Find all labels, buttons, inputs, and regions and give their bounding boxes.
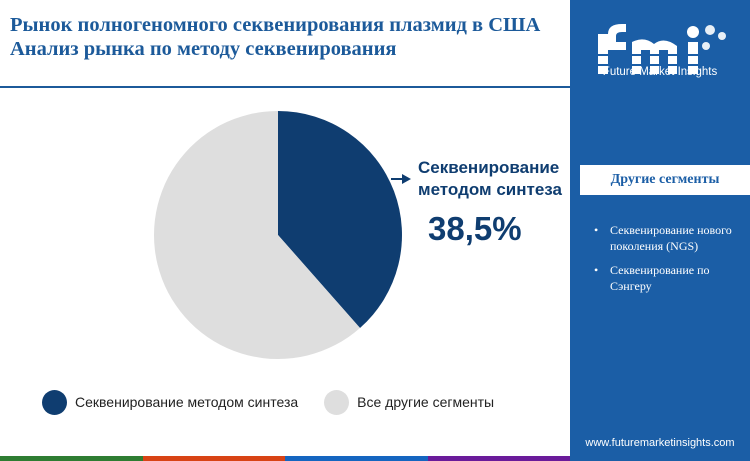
bottom-bar-orange [142,456,285,461]
legend-item-synthesis: Секвенирование методом синтеза [42,389,299,415]
segment-item-ngs: Секвенирование нового поколения (NGS) [592,222,748,254]
logo-caption: Future Market Insights [602,66,718,78]
other-segments-header: Другие сегменты [580,165,750,195]
bottom-color-bar [0,456,570,461]
pie-chart [153,110,411,359]
brand-panel: Future Market Insights Другие сегменты С… [570,0,750,461]
callout-arrow-head [402,174,411,184]
fmi-logo [598,24,726,74]
pie-slice-synthesis [278,111,402,329]
title-line-1: Рынок полногеномного секвенирования плаз… [10,14,541,36]
main-panel: Рынок полногеномного секвенирования плаз… [0,13,570,461]
other-segments-title: Другие сегменты [610,172,720,187]
title-divider [0,86,570,88]
chart-title: Рынок полногеномного секвенирования плаз… [10,13,565,61]
bottom-bar-green [0,456,143,461]
legend-label-other: Все другие сегменты [357,394,495,410]
other-segments-list: Секвенирование нового поколения (NGS) Се… [592,222,748,302]
pie-slice-other [153,110,360,359]
legend-label-synthesis: Секвенирование методом синтеза [75,394,299,410]
legend-item-other: Все другие сегменты [324,389,495,415]
bottom-bar-purple [427,456,570,461]
legend-swatch-synthesis [42,389,67,415]
callout-label: Секвенирование методом синтеза [418,157,562,201]
title-line-2: Анализ рынка по методу секвенирования [10,38,397,60]
legend-swatch-other [324,389,350,415]
chart-legend: Секвенирование методом синтеза Все други… [42,389,520,415]
bottom-bar-blue [285,456,428,461]
callout-label-line-1: Секвенирование [418,158,560,177]
segment-item-sanger: Секвенирование по Сэнгеру [592,262,748,294]
callout-value: 38,5% [428,210,522,247]
callout-label-line-2: методом синтеза [418,180,562,199]
website-url: www.futuremarketinsights.com [585,437,735,449]
